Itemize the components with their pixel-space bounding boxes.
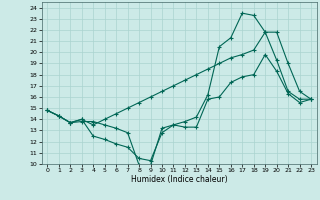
X-axis label: Humidex (Indice chaleur): Humidex (Indice chaleur) xyxy=(131,175,228,184)
